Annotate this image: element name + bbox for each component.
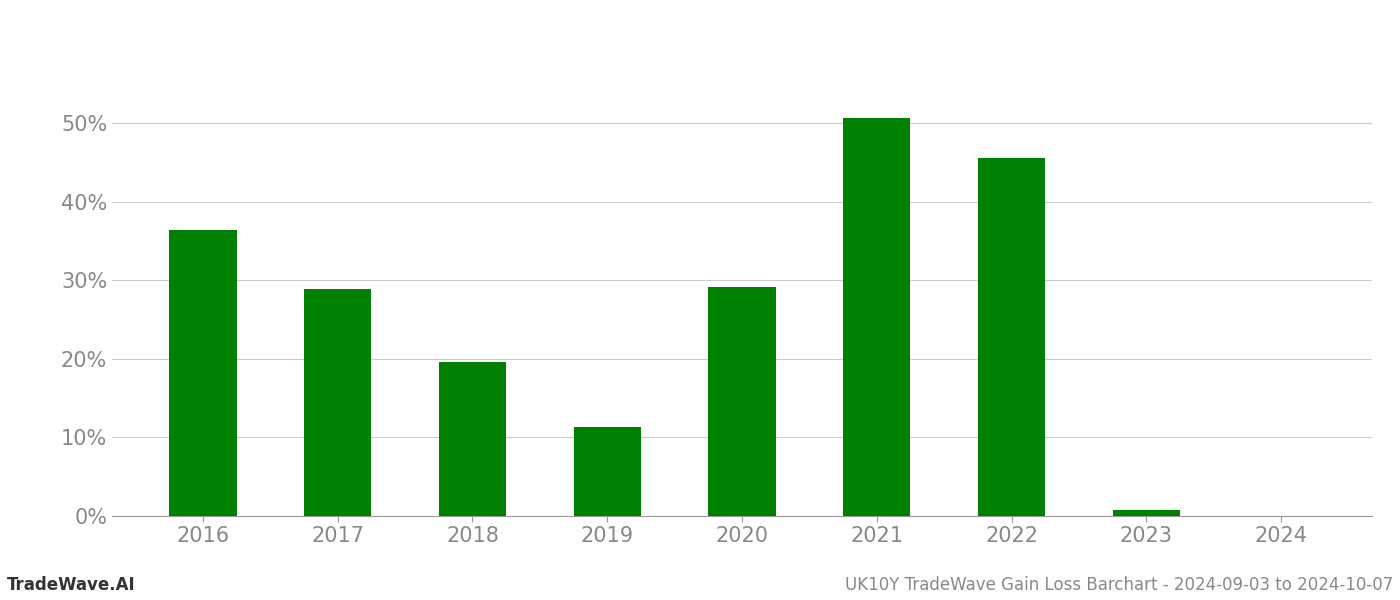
Text: TradeWave.AI: TradeWave.AI	[7, 576, 136, 594]
Bar	[169, 230, 237, 516]
Bar	[977, 158, 1046, 516]
Bar	[708, 287, 776, 516]
Text: UK10Y TradeWave Gain Loss Barchart - 2024-09-03 to 2024-10-07: UK10Y TradeWave Gain Loss Barchart - 202…	[844, 576, 1393, 594]
Bar	[574, 427, 641, 516]
Bar	[438, 362, 507, 516]
Bar	[304, 289, 371, 516]
Bar	[1113, 510, 1180, 516]
Bar	[843, 118, 910, 516]
